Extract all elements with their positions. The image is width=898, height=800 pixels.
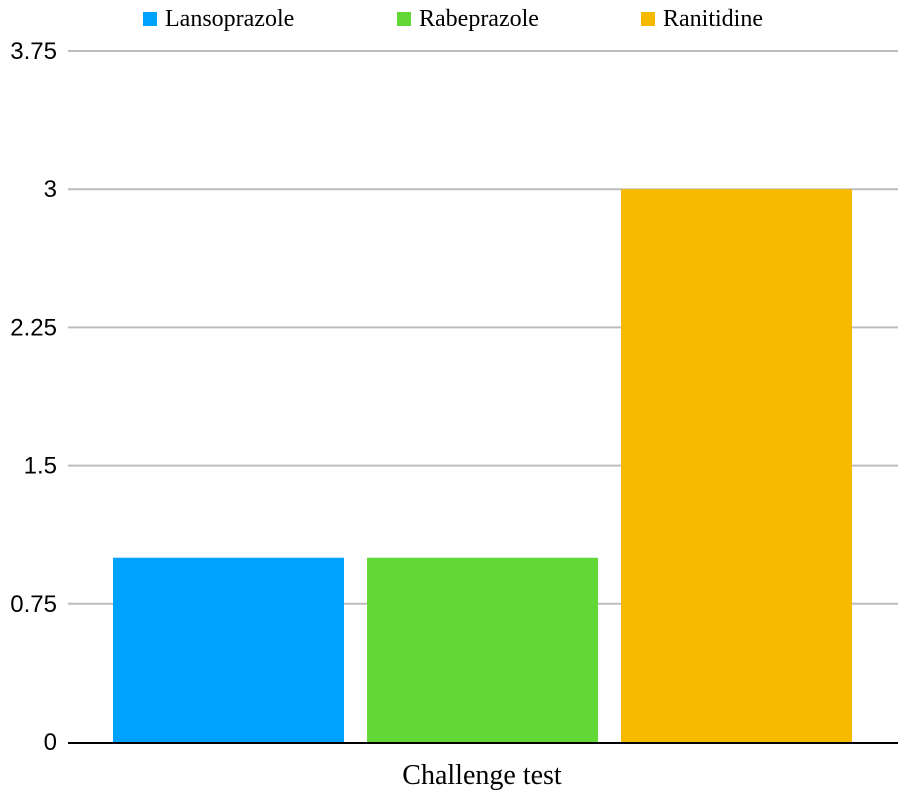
legend-swatch-rabeprazole <box>397 12 411 26</box>
y-tick-label: 2.25 <box>10 314 57 341</box>
y-tick-label: 0.75 <box>10 591 57 618</box>
bar-lansoprazole <box>113 557 344 742</box>
legend-label-rabeprazole: Rabeprazole <box>419 5 539 32</box>
legend: Lansoprazole Rabeprazole Ranitidine <box>0 4 898 34</box>
x-category-label: Challenge test <box>402 760 562 791</box>
legend-item-rabeprazole: Rabeprazole <box>397 4 539 34</box>
y-tick-label: 3.75 <box>10 38 57 65</box>
legend-item-lansoprazole: Lansoprazole <box>143 4 294 34</box>
bar-ranitidine <box>621 189 852 742</box>
x-axis-categories: Challenge test <box>402 760 562 791</box>
legend-swatch-ranitidine <box>641 12 655 26</box>
legend-swatch-lansoprazole <box>143 12 157 26</box>
y-tick-label: 1.5 <box>24 453 57 480</box>
legend-label-lansoprazole: Lansoprazole <box>165 5 295 32</box>
bar-rabeprazole <box>367 557 598 742</box>
legend-item-ranitidine: Ranitidine <box>641 4 763 34</box>
y-tick-label: 0 <box>44 729 57 756</box>
legend-label-ranitidine: Ranitidine <box>663 5 763 32</box>
bars <box>113 189 852 742</box>
y-axis-ticks: 0 0.75 1.5 2.25 3 3.75 <box>10 38 57 756</box>
y-tick-label: 3 <box>44 176 57 203</box>
